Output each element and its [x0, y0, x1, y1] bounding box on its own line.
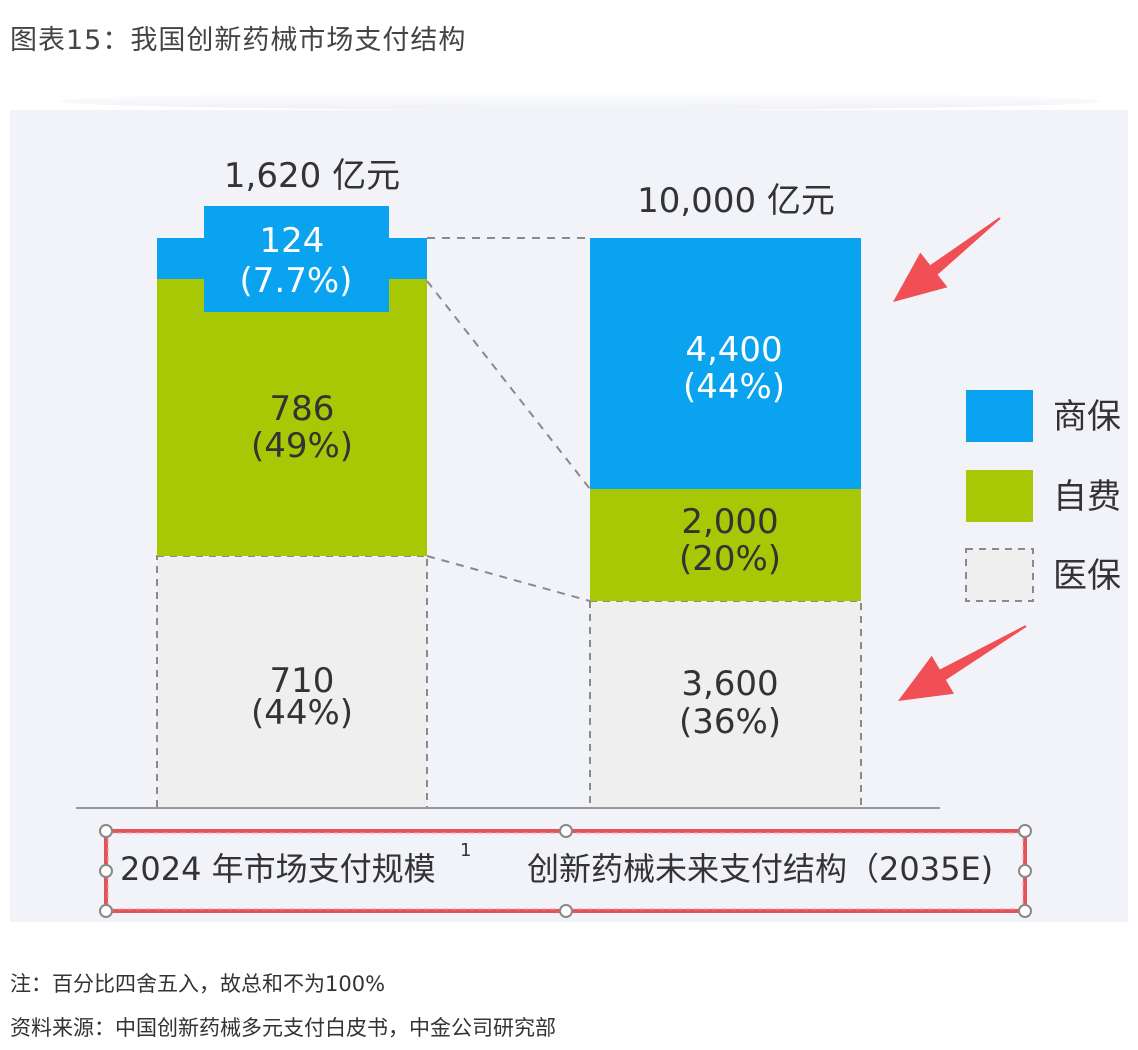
label-2024-zifei-value: 786 — [270, 389, 335, 429]
legend-swatch-1 — [966, 470, 1033, 522]
connector-middle — [426, 280, 591, 490]
selection-handle-7 — [1018, 904, 1032, 918]
annotation-arrow-top — [893, 217, 1001, 302]
annotation-arrow-bottom-shape — [898, 625, 1027, 701]
label-2024-yibao-value: 710 — [270, 661, 335, 701]
selection-handle-2 — [1018, 824, 1032, 838]
note-rounding: 注：百分比四舍五入，故总和不为100% — [10, 972, 386, 996]
legend-swatch-0 — [966, 390, 1033, 442]
label-2024-shangbao-pct: (7.7%) — [240, 261, 353, 301]
selection-handle-0 — [99, 824, 113, 838]
selection-handle-5 — [99, 904, 113, 918]
bar-2035-yibao — [589, 600, 862, 809]
bar-2035-shangbao — [590, 238, 861, 489]
label-2035-shangbao-pct: (44%) — [683, 367, 785, 407]
selection-handle-1 — [559, 824, 573, 838]
category-superscript-2024: 1 — [460, 840, 471, 861]
label-2035-yibao-value: 3,600 — [681, 664, 778, 704]
total-label-2035: 10,000 亿元 — [637, 181, 835, 221]
label-2035-yibao-pct: (36%) — [679, 702, 781, 742]
category-label-2035: 创新药械未来支付结构（2035E) — [527, 850, 993, 888]
legend-label-2: 医保 — [1053, 556, 1121, 596]
bar-2024-shangbao-cap — [204, 206, 389, 312]
label-2024-yibao-pct: (44%) — [251, 693, 353, 733]
bar-2035-zifei — [590, 489, 861, 601]
label-2035-zifei-pct: (20%) — [679, 539, 781, 579]
label-2024-zifei-pct: (49%) — [251, 426, 353, 466]
selection-handle-4 — [1018, 864, 1032, 878]
note-source: 资料来源：中国创新药械多元支付白皮书，中金公司研究部 — [10, 1016, 556, 1040]
legend-swatch-2 — [965, 548, 1034, 602]
annotation-arrow-top-shape — [893, 217, 1001, 302]
total-label-2024: 1,620 亿元 — [224, 156, 400, 196]
label-2035-zifei-value: 2,000 — [681, 502, 778, 542]
panel-shadow — [60, 92, 1100, 110]
bar-2024-zifei — [157, 279, 427, 556]
figure-title: 图表15：我国创新药械市场支付结构 — [10, 25, 467, 56]
label-2035-shangbao-value: 4,400 — [685, 330, 782, 370]
category-label-2024: 2024 年市场支付规模 — [120, 850, 436, 888]
selection-handle-6 — [559, 904, 573, 918]
legend-label-1: 自费 — [1053, 477, 1121, 517]
legend-label-0: 商保 — [1053, 397, 1121, 437]
annotation-arrow-bottom — [898, 625, 1027, 701]
selection-handle-3 — [99, 864, 113, 878]
connector-bottom — [426, 555, 591, 602]
label-2024-shangbao-value: 124 — [260, 221, 325, 261]
